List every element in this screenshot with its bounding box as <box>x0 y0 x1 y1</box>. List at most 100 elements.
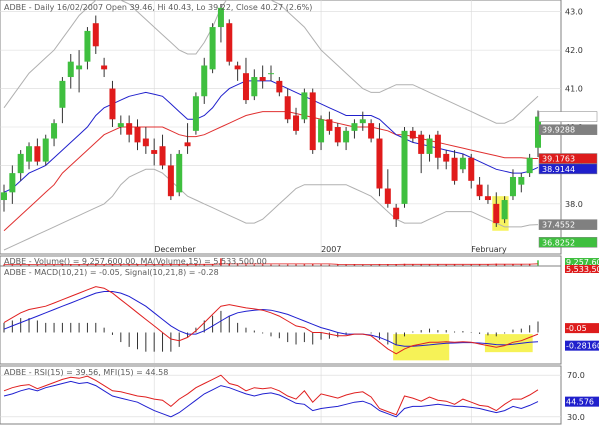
candle-body <box>534 116 542 148</box>
volume-tag-label: 5,533,500 <box>566 265 600 274</box>
volume-bar <box>36 264 39 266</box>
volume-bar <box>53 264 55 266</box>
volume-tag-box <box>565 265 599 273</box>
volume-bar <box>528 263 531 266</box>
rsi-tags: 44.576 <box>565 396 599 407</box>
candle-body <box>167 165 174 197</box>
volume-panel: ADBE - Volume() = 9,257,600.00, MA(Volum… <box>0 255 600 274</box>
volume-bar <box>220 258 222 266</box>
volume-bar <box>495 263 498 266</box>
price-tag-box <box>538 124 598 135</box>
slow-moving-average <box>3 111 538 232</box>
volume-bar <box>303 264 306 266</box>
candle-body <box>84 30 91 62</box>
candle-body <box>9 173 16 193</box>
date-label: February <box>471 245 507 254</box>
price-tick-label: 38.0 <box>565 200 583 209</box>
candle-body <box>284 96 291 120</box>
candle-body <box>343 130 350 143</box>
macd-histogram <box>3 310 539 352</box>
volume-bar <box>228 263 231 266</box>
macd-tag-box <box>565 340 599 351</box>
macd-lines <box>3 286 539 355</box>
candle-body <box>476 184 483 197</box>
bollinger-upper-band <box>3 0 539 124</box>
candle-body <box>351 123 358 131</box>
volume-bar <box>320 264 322 266</box>
moving-averages <box>3 80 539 232</box>
candle-body <box>459 157 466 170</box>
volume-bar <box>28 264 30 266</box>
candle-body <box>192 96 199 131</box>
volume-bar <box>345 264 347 266</box>
volume-bar <box>378 263 381 266</box>
price-panel: ADBE - Daily 16/02/2007 Open 39.46, Hi 4… <box>0 0 598 255</box>
candle-body <box>126 123 133 135</box>
candle-body <box>209 27 216 70</box>
volume-bar <box>195 264 197 266</box>
volume-bar <box>420 264 422 266</box>
volume-bar <box>437 264 439 266</box>
volume-bar <box>86 264 89 266</box>
volume-bar <box>95 264 97 266</box>
candle-body <box>376 138 383 189</box>
volume-bar <box>295 264 297 266</box>
candle-body <box>518 176 525 185</box>
candle-body <box>142 138 149 147</box>
price-tag-box <box>538 111 598 122</box>
volume-bar <box>153 264 155 266</box>
volume-bar <box>178 264 180 266</box>
price-tag-label: 40.27 <box>542 113 565 122</box>
rsi-y-axis: 70.0 30.0 <box>567 371 585 422</box>
candle-body <box>309 92 316 151</box>
macd-tag-label: -0.05 <box>566 324 587 333</box>
candle-body <box>0 192 8 201</box>
volume-bar <box>453 264 456 266</box>
candle-body <box>393 207 400 220</box>
volume-bar <box>136 264 139 266</box>
candle-body <box>159 146 166 166</box>
macd-tags: -0.05 -0.281604 <box>565 323 600 351</box>
price-tag-label: 39.9288 <box>542 126 575 135</box>
candle-body <box>334 127 341 143</box>
rsi-tag-label: 44.576 <box>566 398 594 407</box>
volume-bar <box>470 264 472 266</box>
candle-body <box>468 157 475 181</box>
volume-bar <box>145 264 147 266</box>
volume-bar <box>311 264 314 266</box>
volume-bar <box>362 264 364 266</box>
candle-body <box>92 23 99 47</box>
volume-bar <box>44 264 47 266</box>
volume-bar <box>61 264 64 266</box>
candle-body <box>484 196 491 201</box>
volume-ma-line <box>4 263 539 265</box>
volume-bar <box>19 264 22 266</box>
candle-body <box>101 65 108 70</box>
volume-bar <box>520 263 523 266</box>
candle-body <box>176 153 183 193</box>
price-tag-label: 36.8252 <box>542 238 575 247</box>
candle-body <box>109 88 116 120</box>
price-tag-box <box>538 153 598 164</box>
bollinger-bands <box>3 0 539 251</box>
candle-body <box>443 153 450 162</box>
candle-body <box>51 123 58 139</box>
volume-bar <box>186 264 189 266</box>
date-axis: December 2007 February <box>154 245 507 254</box>
candle-body <box>34 146 41 162</box>
volume-bar <box>370 264 372 266</box>
macd-highlights <box>393 334 533 361</box>
candle-body <box>318 119 325 143</box>
volume-tags: 9,257,6005,533,500 <box>565 258 600 274</box>
candle-body <box>26 146 33 162</box>
volume-bar <box>412 264 414 266</box>
fast-moving-average <box>3 80 539 193</box>
candle-body <box>368 123 375 139</box>
candle-body <box>226 23 233 62</box>
candle-body <box>451 157 458 181</box>
candle-body <box>251 77 258 97</box>
volume-bar <box>78 264 80 266</box>
volume-bar <box>403 263 406 266</box>
candle-body <box>493 203 500 224</box>
